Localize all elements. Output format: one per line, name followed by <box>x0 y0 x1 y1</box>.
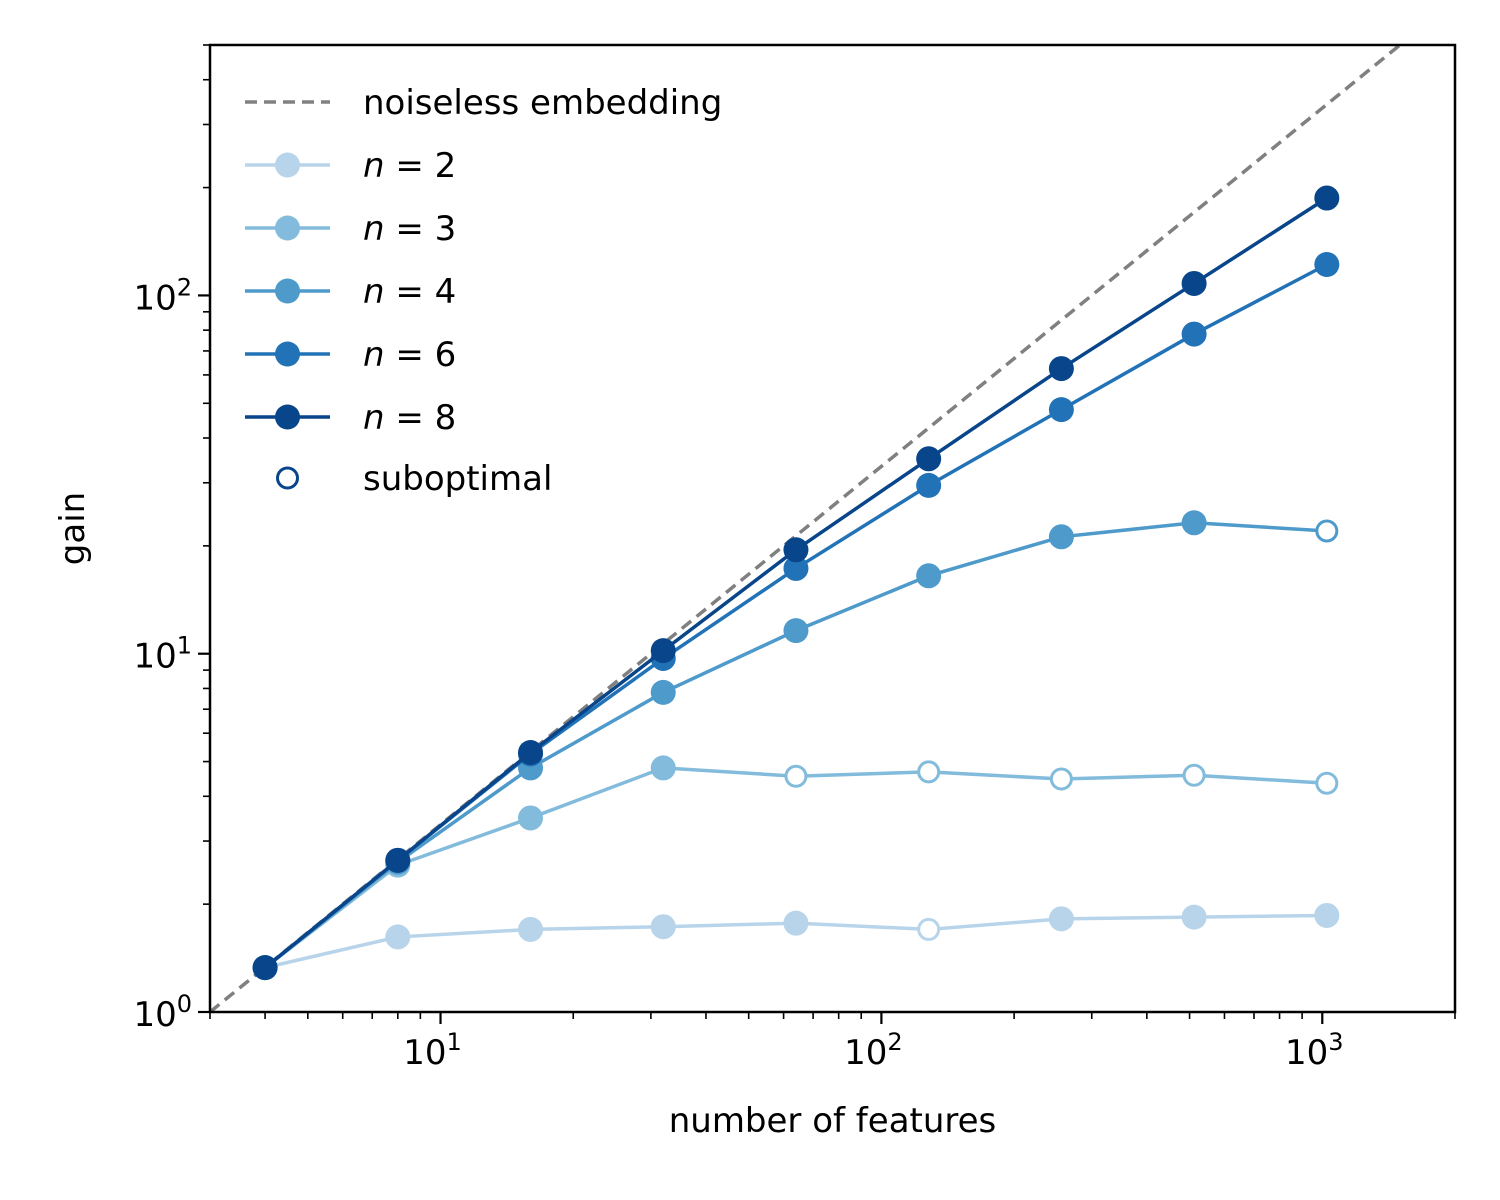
legend-series-label: n = 8 <box>363 398 456 438</box>
data-point <box>783 555 809 581</box>
data-point <box>916 563 942 589</box>
data-point <box>1048 356 1074 382</box>
data-point <box>650 679 676 705</box>
x-tick-label: 101 <box>403 1028 462 1073</box>
plot-area <box>210 45 1403 1012</box>
data-point <box>783 537 809 563</box>
data-point <box>1181 270 1207 296</box>
data-point <box>783 910 809 936</box>
data-point <box>916 472 942 498</box>
legend-series-marker <box>275 404 300 430</box>
suboptimal-point <box>917 760 941 784</box>
y-tick-label: 102 <box>133 273 192 318</box>
suboptimal-point <box>1315 519 1339 543</box>
data-point <box>1181 904 1207 930</box>
legend-series-marker <box>275 152 300 178</box>
data-point <box>650 638 676 664</box>
axes-frame <box>208 43 1457 1014</box>
data-point <box>252 955 278 981</box>
data-point <box>518 805 544 831</box>
data-point <box>916 446 942 472</box>
suboptimal-point <box>1315 771 1339 795</box>
legend-series-label: n = 4 <box>363 272 456 312</box>
data-point <box>783 618 809 644</box>
data-point <box>1181 321 1207 347</box>
data-point <box>1048 524 1074 550</box>
x-tick-label: 103 <box>1285 1028 1344 1073</box>
legend: noiseless embedding n = 2 n = 3 n = 4 n = 6 n… <box>245 83 722 499</box>
data-point <box>650 914 676 940</box>
reference-line <box>210 45 1403 1012</box>
data-point <box>650 755 676 781</box>
data-point <box>385 847 411 873</box>
legend-reference-label: noiseless embedding <box>363 83 722 123</box>
legend-series-label: n = 6 <box>363 335 456 375</box>
y-tick-label: 100 <box>133 990 192 1035</box>
suboptimal-point <box>917 917 941 941</box>
legend-series-marker <box>275 341 300 367</box>
suboptimal-point <box>1182 763 1206 787</box>
data-point <box>1314 251 1340 277</box>
legend-series-marker <box>275 215 300 241</box>
legend-series-label: n = 2 <box>363 146 456 186</box>
legend-series-label: n = 3 <box>363 209 456 249</box>
data-point <box>1048 906 1074 932</box>
legend-series-marker <box>275 278 300 304</box>
data-point <box>1314 902 1340 928</box>
axis-ticks: 101 102 103 100 101 102 <box>133 44 1456 1073</box>
y-tick-label: 101 <box>133 632 192 677</box>
series-4 <box>252 185 1340 981</box>
data-point <box>1181 510 1207 536</box>
suboptimal-point <box>784 764 808 788</box>
data-point <box>1314 185 1340 211</box>
legend-suboptimal-label: suboptimal <box>363 459 552 499</box>
legend-suboptimal-marker <box>276 466 299 490</box>
y-axis-label: gain <box>53 492 93 565</box>
x-tick-label: 102 <box>844 1028 903 1073</box>
data-point <box>385 924 411 950</box>
data-point <box>1048 397 1074 423</box>
data-point <box>518 740 544 766</box>
data-point <box>518 916 544 942</box>
x-axis-label: number of features <box>669 1101 997 1141</box>
suboptimal-point <box>1049 767 1073 791</box>
